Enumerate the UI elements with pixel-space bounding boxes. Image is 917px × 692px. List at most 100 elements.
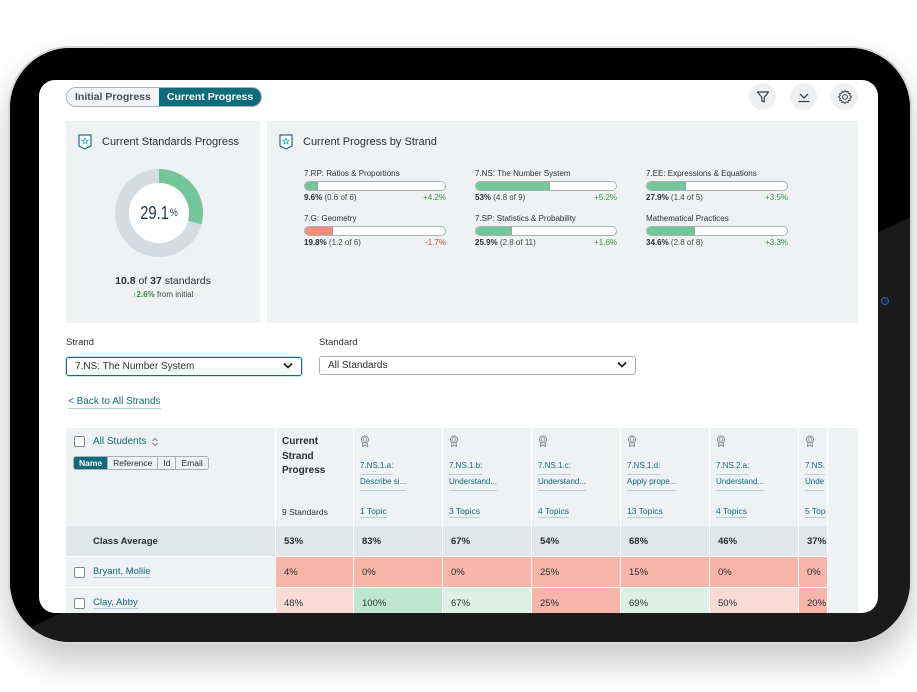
strand-item: 7.RP: Ratios & Proportions 9.6% (0.6 of … — [304, 169, 446, 202]
standard-link[interactable]: 7.NS.1.c: — [538, 459, 571, 475]
strand-change: -1.7% — [425, 238, 446, 247]
current-progress-tab[interactable]: Current Progress — [158, 88, 262, 106]
name-mode-email[interactable]: Email — [176, 457, 208, 469]
standard-label: Standard — [319, 337, 358, 348]
progress-toggle[interactable]: Initial Progress Current Progress — [66, 87, 263, 107]
strand-badge-icon — [279, 134, 293, 150]
student-checkbox[interactable] — [74, 597, 85, 609]
standard-link[interactable]: 7.NS.1.d: — [627, 459, 661, 475]
name-mode-selector: Name Reference Id Email — [73, 456, 209, 470]
strand-bar-fill — [305, 227, 333, 235]
strand-progress-bar — [304, 226, 446, 236]
standard-description[interactable]: Apply prope... — [627, 475, 677, 491]
topics-link[interactable]: 4 Topics — [716, 506, 748, 518]
strand-change: +1.6% — [594, 238, 617, 247]
standard-description[interactable]: Understand... — [538, 475, 587, 491]
strand-progress-bar — [475, 181, 617, 191]
back-to-all-strands-link[interactable]: < Back to All Strands — [68, 396, 161, 409]
strand-change: +3.5% — [765, 193, 788, 202]
strand-name: 7.SP: Statistics & Probability — [475, 214, 576, 223]
standard-column-header: 7.NS.1.b: Understand... 3 Topics — [443, 428, 532, 526]
standards-progress-panel: Current Standards Progress 29.1% 10.8 of… — [66, 121, 260, 323]
name-mode-name[interactable]: Name — [74, 457, 109, 469]
strand-bar-fill — [647, 227, 696, 235]
donut-fill — [115, 169, 203, 257]
select-all-checkbox[interactable] — [74, 436, 85, 447]
standard-description[interactable]: Understand... — [449, 475, 498, 491]
standards-panel-title: Current Standards Progress — [102, 136, 239, 148]
chevron-down-icon — [283, 362, 293, 369]
strand-item: 7.SP: Statistics & Probability 25.9% (2.… — [475, 214, 617, 247]
strand-percent: 34.6% (2.8 of 8) — [646, 238, 703, 247]
strand-bar-fill — [476, 227, 513, 235]
strand-item: 7.NS: The Number System 53% (4.8 of 9) +… — [475, 169, 617, 202]
student-checkbox[interactable] — [74, 566, 85, 578]
download-button[interactable] — [790, 83, 817, 110]
strand-progress-header: Current Strand Progress 9 Standards — [276, 428, 354, 526]
student-score-cell: 69% — [621, 588, 710, 613]
standard-select[interactable]: All Standards — [319, 356, 636, 375]
strand-item: Mathematical Practices 34.6% (2.8 of 8) … — [646, 214, 788, 247]
name-mode-id[interactable]: Id — [158, 457, 177, 469]
strand-progress-bar — [475, 226, 617, 236]
student-row-name: Clay, Abby — [66, 588, 276, 613]
award-ribbon-icon — [450, 435, 458, 448]
student-name-link[interactable]: Bryant, Mollie — [93, 566, 151, 578]
initial-progress-tab[interactable]: Initial Progress — [67, 88, 159, 106]
class-average-value: 54% — [532, 526, 621, 557]
standard-description[interactable]: Unde — [805, 475, 825, 491]
standard-link[interactable]: 7.NS. — [805, 459, 826, 475]
class-average-progress: 53% — [276, 526, 354, 557]
strand-select[interactable]: 7.NS: The Number System — [66, 357, 302, 376]
student-score-cell: 67% — [443, 588, 532, 613]
strand-progress-bar — [646, 181, 788, 191]
standard-column-header: 7.NS.2.a: Understand... 4 Topics — [710, 428, 799, 526]
all-students-label[interactable]: All Students — [93, 436, 147, 447]
student-score-cell: 0% — [354, 557, 443, 588]
student-score-cell: 25% — [532, 557, 621, 588]
filter-button[interactable] — [749, 83, 776, 110]
strand-change: +4.2% — [423, 193, 446, 202]
sort-icon[interactable] — [151, 437, 159, 447]
strand-name: Mathematical Practices — [646, 214, 729, 223]
settings-icon — [837, 89, 852, 104]
student-name-link[interactable]: Clay, Abby — [93, 597, 138, 609]
standard-description[interactable]: Describe si... — [360, 475, 407, 491]
settings-button[interactable] — [831, 83, 858, 110]
progress-donut — [115, 169, 203, 257]
standard-link[interactable]: 7.NS.2.a: — [716, 459, 750, 475]
name-mode-reference[interactable]: Reference — [108, 457, 159, 469]
standard-column-header: 7.NS.1.a: Describe si... 1 Topic — [354, 428, 443, 526]
standard-description[interactable]: Understand... — [716, 475, 765, 491]
award-ribbon-icon — [628, 435, 636, 448]
strand-percent: 9.6% (0.6 of 6) — [304, 193, 357, 202]
topics-link[interactable]: 3 Topics — [449, 506, 481, 518]
strand-bar-fill — [305, 182, 319, 190]
standard-link[interactable]: 7.NS.1.a: — [360, 459, 394, 475]
topics-link[interactable]: 4 Topics — [538, 506, 570, 518]
topics-link[interactable]: 1 Topic — [360, 506, 387, 518]
class-average-value: 67% — [443, 526, 532, 557]
class-average-value: 68% — [621, 526, 710, 557]
award-ribbon-icon — [717, 435, 725, 448]
filter-icon — [756, 90, 769, 103]
donut-percent: 29.1% — [140, 202, 178, 223]
standard-column-header: 7.NS. Unde 5 Top — [799, 428, 828, 526]
strand-percent: 19.8% (1.2 of 6) — [304, 238, 361, 247]
topics-link[interactable]: 13 Topics — [627, 506, 663, 518]
class-average-value: 46% — [710, 526, 799, 557]
topics-link[interactable]: 5 Top — [805, 506, 826, 518]
standards-count-label: 9 Standards — [282, 507, 328, 517]
class-average-value: 37% — [799, 526, 828, 557]
strand-progress-bar — [646, 226, 788, 236]
students-header: All Students Name Reference Id Email — [66, 428, 276, 526]
student-score-cell: 0% — [710, 557, 799, 588]
student-score-cell: 50% — [710, 588, 799, 613]
standard-link[interactable]: 7.NS.1.b: — [449, 459, 483, 475]
strand-label: Strand — [66, 337, 94, 348]
chevron-down-icon — [617, 361, 627, 368]
student-strand-progress: 4% — [276, 557, 354, 588]
standards-change: ↑2.6% from initial — [132, 290, 194, 299]
award-ribbon-icon — [806, 435, 814, 448]
student-score-cell: 0% — [799, 557, 828, 588]
